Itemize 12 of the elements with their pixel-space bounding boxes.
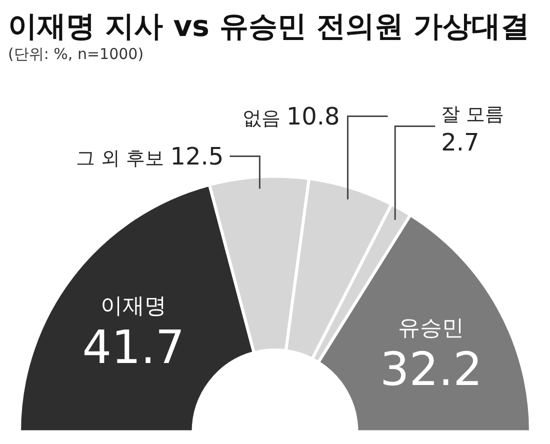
- data-label: 10.8: [286, 102, 340, 130]
- data-label: 32.2: [380, 342, 482, 396]
- slice-label: 유승민: [398, 316, 464, 342]
- chart-subtitle: (단위: %, n=1000): [8, 44, 145, 64]
- data-label: 2.7: [441, 128, 480, 156]
- slice-label: 없음: [242, 107, 280, 130]
- chart-title: 이재명 지사 vs 유승민 전의원 가상대결: [8, 8, 531, 44]
- slice-label: 잘 모름: [441, 103, 504, 126]
- data-label: 12.5: [170, 142, 224, 170]
- slice-label: 이재명: [100, 294, 166, 319]
- slice-label: 그 외 후보: [76, 147, 164, 170]
- data-label: 41.7: [82, 320, 185, 374]
